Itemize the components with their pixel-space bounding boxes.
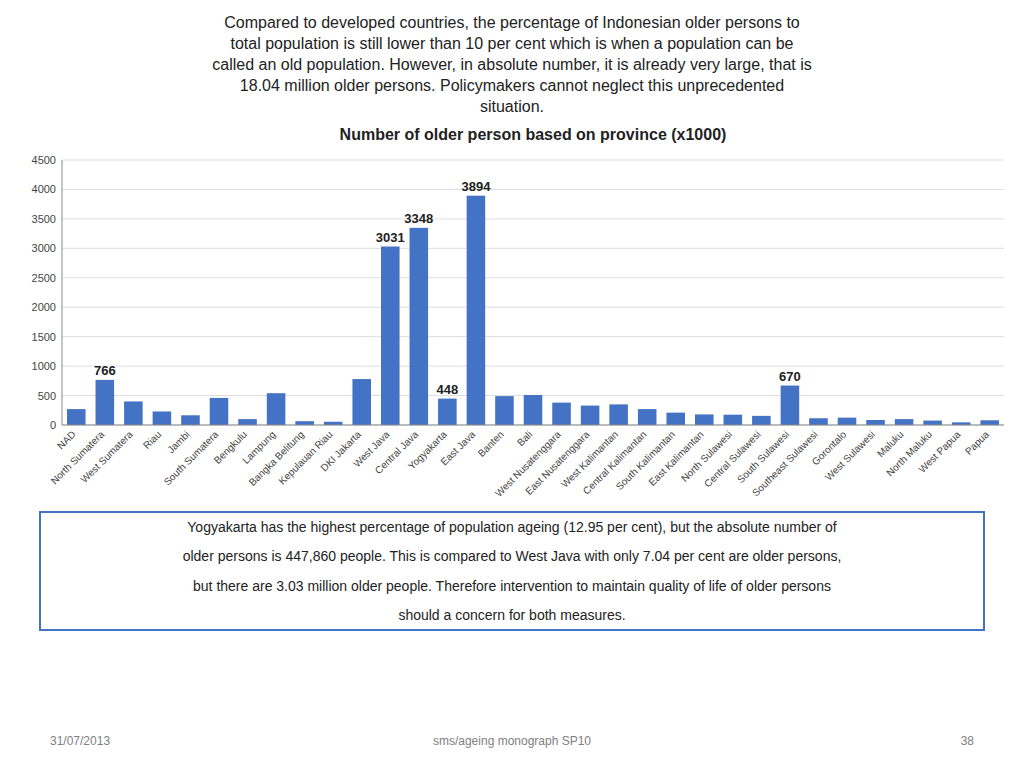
- note-box: [40, 512, 984, 630]
- x-tick-label: Papua: [963, 428, 992, 457]
- bar: [895, 419, 914, 425]
- data-label: 766: [94, 363, 116, 378]
- bar: [923, 421, 942, 425]
- grid-line: [62, 307, 1004, 308]
- y-tick-label: 4500: [32, 154, 56, 166]
- bar: [153, 411, 172, 425]
- x-tick-label: West Papua: [916, 428, 962, 474]
- header-line: situation.: [480, 98, 544, 115]
- bar: [552, 403, 571, 425]
- bar: [295, 421, 314, 425]
- grid-line: [62, 218, 1004, 219]
- data-label: 670: [779, 369, 801, 384]
- bar: [781, 386, 800, 425]
- x-tick-label: Bali: [515, 429, 535, 449]
- bar: [438, 399, 457, 425]
- x-tick-label: West Sulawesi: [823, 429, 877, 483]
- note-line: should a concern for both measures.: [398, 607, 625, 623]
- y-tick-label: 3500: [32, 213, 56, 225]
- bars: [67, 196, 999, 425]
- y-tick-label: 1000: [32, 360, 56, 372]
- bar: [695, 414, 714, 425]
- footer-center: sms/ageing monograph SP10: [433, 734, 591, 748]
- y-tick-label: 3000: [32, 242, 56, 254]
- header-line: 18.04 million older persons. Policymaker…: [240, 77, 784, 94]
- bar: [467, 196, 486, 425]
- bar: [495, 396, 514, 425]
- footer-right: 38: [961, 734, 975, 748]
- bar: [838, 418, 857, 425]
- y-tick-label: 4000: [32, 183, 56, 195]
- y-tick-label: 500: [38, 390, 56, 402]
- grid-line: [62, 336, 1004, 337]
- chart-title: Number of older person based on province…: [340, 126, 727, 143]
- bar: [181, 415, 200, 425]
- y-tick-label: 0: [50, 419, 56, 431]
- bar: [752, 416, 771, 425]
- header-line: total population is still lower than 10 …: [230, 35, 793, 52]
- note-line: but there are 3.03 million older people.…: [193, 578, 831, 594]
- bar: [124, 401, 143, 425]
- bar: [238, 419, 257, 425]
- note-line: Yogyakarta has the highest percentage of…: [187, 519, 836, 535]
- bar: [381, 247, 400, 425]
- grid-line: [62, 248, 1004, 249]
- x-tick-label: Banten: [476, 429, 506, 459]
- x-tick-label: Riau: [141, 429, 163, 451]
- x-tick-label: Southeast Sulawesi: [750, 429, 820, 499]
- grid-line: [62, 189, 1004, 190]
- grid: [62, 160, 1004, 425]
- bar: [67, 409, 86, 425]
- grid-line: [62, 425, 1004, 426]
- y-tick-label: 2500: [32, 272, 56, 284]
- bar: [410, 228, 429, 425]
- bar: [866, 420, 885, 425]
- bar: [724, 415, 743, 425]
- x-tick-label: Jambi: [165, 429, 192, 456]
- bar: [809, 418, 828, 425]
- bar: [96, 380, 115, 425]
- bar: [352, 379, 371, 425]
- x-tick-label: NAD: [55, 429, 78, 452]
- x-tick-label: West Sumatera: [78, 428, 135, 485]
- bar: [638, 409, 657, 425]
- footer-left: 31/07/2013: [50, 734, 110, 748]
- page: Compared to developed countries, the per…: [0, 0, 1024, 768]
- grid-line: [62, 366, 1004, 367]
- x-tick-label: East Java: [438, 428, 477, 467]
- x-tick-label: North Sulawesi: [679, 429, 734, 484]
- bar: [581, 406, 600, 425]
- data-label: 3894: [461, 179, 491, 194]
- header-line: called an old population. However, in ab…: [212, 56, 811, 73]
- grid-line: [62, 277, 1004, 278]
- bar: [609, 404, 628, 425]
- y-tick-label: 1500: [32, 331, 56, 343]
- x-axis: [62, 425, 1004, 426]
- bar: [210, 398, 229, 425]
- y-tick-label: 2000: [32, 301, 56, 313]
- bar: [267, 393, 286, 425]
- bar: [666, 413, 685, 425]
- note-line: older persons is 447,860 people. This is…: [183, 548, 842, 564]
- bar: [524, 395, 543, 425]
- bar: [980, 420, 999, 425]
- data-label: 3031: [376, 230, 405, 245]
- y-axis: [62, 160, 63, 425]
- data-label: 3348: [404, 211, 433, 226]
- header-line: Compared to developed countries, the per…: [224, 14, 800, 31]
- grid-line: [62, 160, 1004, 161]
- data-label: 448: [437, 382, 459, 397]
